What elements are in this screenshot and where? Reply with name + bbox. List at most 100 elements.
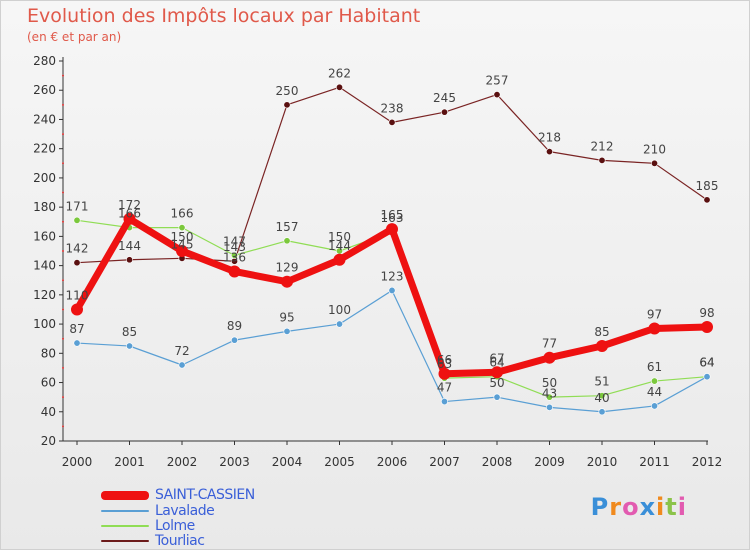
y-minor-tick [62, 74, 64, 77]
data-label: 43 [542, 386, 557, 400]
data-label: 123 [381, 269, 404, 283]
data-point [126, 256, 134, 264]
logo-letter: P [590, 493, 610, 521]
y-minor-tick [62, 162, 64, 165]
data-label: 72 [174, 344, 189, 358]
data-label: 110 [66, 288, 89, 302]
data-point [440, 398, 448, 406]
data-label: 238 [381, 101, 404, 115]
data-label: 66 [437, 353, 452, 367]
y-minor-tick [62, 220, 64, 223]
data-label: 218 [538, 131, 561, 145]
data-label: 50 [489, 376, 504, 390]
logo-letter: t [665, 493, 678, 521]
data-label: 64 [489, 356, 504, 370]
data-label: 40 [594, 391, 609, 405]
data-point [440, 108, 448, 116]
y-minor-tick [62, 425, 64, 428]
data-point [178, 224, 186, 232]
data-label: 129 [276, 261, 299, 275]
data-label: 85 [594, 325, 609, 339]
y-tick-label: 240 [33, 112, 56, 126]
y-tick-label: 100 [33, 317, 56, 331]
y-tick-label: 280 [33, 54, 56, 68]
data-point [545, 148, 553, 156]
logo-letter: o [622, 493, 640, 521]
y-tick-label: 140 [33, 259, 56, 273]
data-point [73, 339, 81, 347]
x-tick-label: 2007 [429, 455, 460, 469]
y-tick-label: 20 [41, 434, 56, 448]
data-label: 95 [279, 310, 294, 324]
chart-subtitle: (en € et par an) [27, 30, 122, 44]
data-point [281, 275, 293, 288]
data-label: 145 [171, 237, 194, 251]
x-tick-label: 2000 [62, 455, 93, 469]
data-point [283, 101, 291, 109]
data-point [598, 408, 606, 416]
data-point [283, 327, 291, 335]
data-label: 77 [542, 337, 557, 351]
data-point [703, 373, 711, 381]
legend-item: Tourliac [101, 533, 321, 549]
data-label: 100 [328, 303, 351, 317]
data-label: 50 [542, 376, 557, 390]
x-tick-label: 2009 [534, 455, 565, 469]
legend-swatch [101, 510, 149, 512]
x-tick-label: 2001 [114, 455, 145, 469]
x-tick-label: 2010 [587, 455, 618, 469]
data-label: 212 [591, 139, 614, 153]
data-label: 51 [594, 375, 609, 389]
y-minor-tick [62, 133, 64, 136]
data-label: 157 [276, 220, 299, 234]
y-tick-label: 160 [33, 229, 56, 243]
data-label: 64 [699, 356, 714, 370]
logo-letter: x [639, 493, 657, 521]
y-tick-label: 80 [41, 346, 56, 360]
data-label: 171 [66, 199, 89, 213]
data-label: 89 [227, 319, 242, 333]
legend-label: SAINT-CASSIEN [155, 487, 255, 503]
data-label: 44 [647, 385, 662, 399]
x-tick-label: 2008 [482, 455, 513, 469]
data-label: 142 [66, 242, 89, 256]
data-label: 136 [223, 250, 246, 264]
legend-swatch [101, 490, 149, 500]
legend-swatch [101, 525, 149, 527]
y-minor-tick [62, 250, 64, 252]
y-minor-tick [62, 366, 64, 369]
data-point [703, 196, 711, 204]
data-label: 98 [699, 306, 714, 320]
logo-letter: i [677, 493, 687, 521]
data-label: 150 [171, 230, 194, 244]
y-tick-label: 60 [41, 376, 56, 390]
data-point [178, 361, 186, 369]
data-label: 185 [696, 179, 719, 193]
y-tick-label: 220 [33, 142, 56, 156]
data-point [73, 216, 81, 224]
data-point [701, 321, 713, 333]
data-point [388, 118, 396, 126]
data-label: 262 [328, 66, 351, 80]
legend-swatch [101, 540, 149, 542]
data-point [650, 159, 658, 167]
data-point [335, 83, 343, 91]
logo-letter: r [609, 493, 623, 521]
legend-item: Lavalade [101, 503, 321, 519]
data-label: 245 [433, 91, 456, 105]
y-tick-label: 120 [33, 288, 56, 302]
data-point [598, 392, 606, 400]
x-tick-label: 2012 [692, 455, 723, 469]
y-tick-label: 180 [33, 200, 56, 214]
proxiti-logo: Proxiti [591, 493, 687, 521]
y-minor-tick [62, 279, 64, 282]
data-point [438, 367, 451, 380]
data-label: 210 [643, 142, 666, 156]
legend-item: Lolme [101, 518, 321, 534]
data-label: 97 [647, 307, 662, 321]
data-label: 144 [328, 239, 351, 253]
data-point [231, 336, 239, 344]
data-point [545, 393, 553, 401]
y-minor-tick [62, 191, 64, 194]
data-point [386, 223, 398, 236]
